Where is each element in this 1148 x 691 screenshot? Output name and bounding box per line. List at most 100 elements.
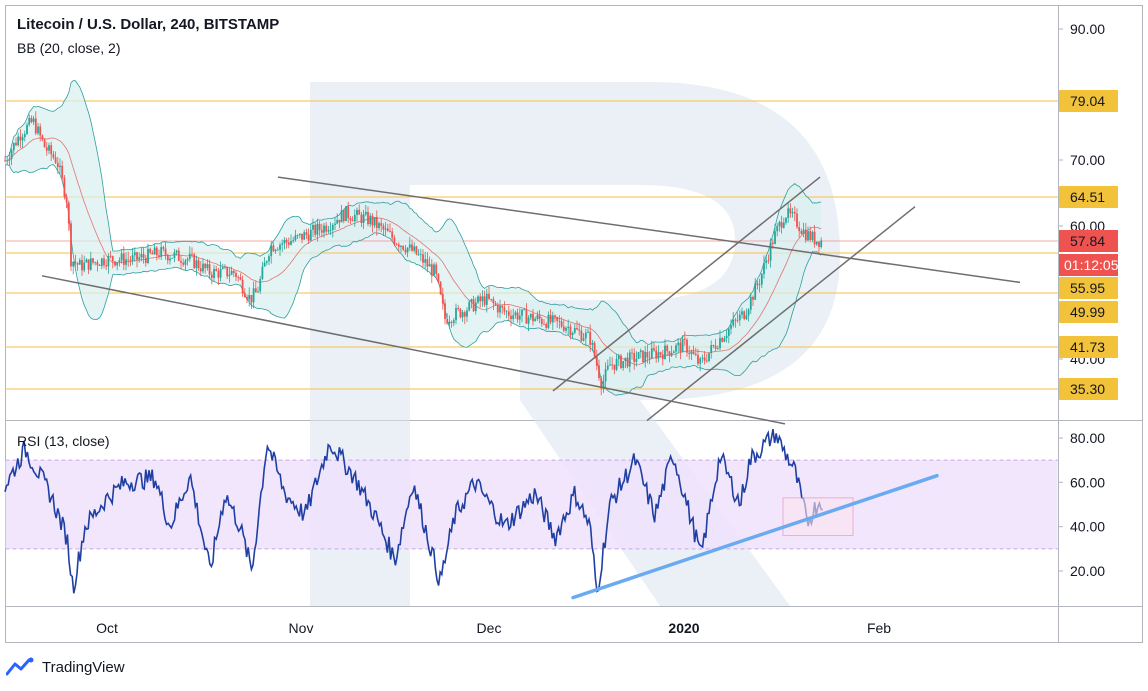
candle-body <box>362 214 365 223</box>
rsi-indicator-label[interactable]: RSI (13, close) <box>17 433 110 449</box>
candle-body <box>782 222 785 228</box>
level-label-text: 79.04 <box>1070 93 1105 109</box>
candle-body <box>642 350 644 363</box>
rsi-trendline-line <box>571 473 939 600</box>
candle-body <box>549 314 552 323</box>
candle-body <box>26 124 28 134</box>
candle-body <box>422 254 424 263</box>
candle-body <box>408 244 411 248</box>
candle-body <box>248 294 251 300</box>
candle-body <box>276 249 279 251</box>
candle-body <box>294 235 297 241</box>
candle-body <box>373 216 376 226</box>
candle-body <box>688 352 691 354</box>
current-price-label: 57.84 <box>1070 233 1105 249</box>
candle-body <box>650 348 653 359</box>
candle-body <box>336 219 339 224</box>
candle-body <box>210 274 213 278</box>
candle-body <box>767 260 770 262</box>
candle-body <box>631 352 633 354</box>
candle-body <box>384 228 387 230</box>
candle-body <box>620 355 622 368</box>
candle-body <box>19 136 22 141</box>
candle-body <box>598 365 600 379</box>
candle-body <box>296 235 299 236</box>
candle-body <box>61 165 64 178</box>
candle-body <box>70 223 72 267</box>
countdown-label: 01:12:05 <box>1064 257 1119 273</box>
candle-body <box>807 231 809 241</box>
bb-indicator-label[interactable]: BB (20, close, 2) <box>17 40 121 56</box>
candle-body <box>470 299 473 302</box>
candle-body <box>648 357 651 359</box>
candle-body <box>279 244 281 250</box>
candle-body <box>785 217 787 223</box>
candle-body <box>485 293 488 305</box>
candle-body <box>745 315 748 319</box>
candle-body <box>309 229 312 241</box>
countdown-label-bg <box>1059 254 1118 276</box>
candle-body <box>771 242 774 244</box>
candle-body <box>710 345 713 354</box>
candle-body <box>815 241 818 245</box>
candle-body <box>312 224 314 230</box>
candle-body <box>547 314 550 328</box>
candle-body <box>206 264 209 269</box>
current-price-label-bg <box>1059 230 1118 252</box>
candle-body <box>406 247 409 253</box>
candle-body <box>569 326 572 336</box>
candle-body <box>351 220 354 222</box>
time-tick-label: Oct <box>96 620 118 636</box>
chart-frame <box>5 5 1143 643</box>
descending-channel-lower <box>41 275 786 425</box>
candle-body <box>347 206 350 219</box>
candle-body <box>690 351 693 354</box>
candle-body <box>518 315 521 320</box>
candle-body <box>507 311 510 316</box>
candle-body <box>446 318 449 324</box>
candle-body <box>424 259 427 263</box>
chart-title[interactable]: Litecoin / U.S. Dollar, 240, BITSTAMP <box>17 16 280 33</box>
candle-body <box>730 325 732 329</box>
candle-body <box>683 338 686 340</box>
candle-body <box>459 308 462 318</box>
candle-body <box>769 242 772 261</box>
candle-body <box>274 249 277 252</box>
level-label-text: 49.99 <box>1070 304 1105 320</box>
candle-body <box>345 206 347 222</box>
tradingview-logo[interactable]: TradingView <box>6 657 125 677</box>
candle-body <box>107 255 110 267</box>
candle-body <box>320 230 323 233</box>
time-axis[interactable]: Oct Nov Dec 2020 Feb <box>96 620 891 636</box>
time-tick-label: Feb <box>867 620 891 636</box>
candle-body <box>239 277 242 280</box>
candle-body <box>712 345 715 346</box>
candle-body <box>237 277 240 278</box>
rsi-axis[interactable]: 80.00 60.00 40.00 20.00 <box>1058 430 1105 579</box>
candle-body <box>681 338 684 353</box>
candle-body <box>153 247 156 255</box>
candle-body <box>461 312 464 318</box>
candle-body <box>232 270 235 274</box>
candle-body <box>268 256 270 262</box>
candle-body <box>811 231 814 240</box>
candle-body <box>600 378 603 389</box>
candle-body <box>532 313 534 322</box>
candle-body <box>571 332 574 336</box>
candle-body <box>457 307 460 309</box>
candle-body <box>686 339 688 353</box>
candle-body <box>140 254 143 258</box>
candle-body <box>527 317 530 324</box>
candle-body <box>716 348 719 349</box>
ascending-channel-lower <box>646 206 916 422</box>
candle-body <box>400 245 402 247</box>
candle-body <box>556 316 559 321</box>
candle-body <box>78 260 81 265</box>
candle-body <box>34 118 37 134</box>
candle-body <box>235 273 237 278</box>
candle-body <box>105 265 108 267</box>
candle-body <box>6 160 9 162</box>
candle-body <box>657 352 660 359</box>
candle-body <box>545 324 548 328</box>
candle-body <box>723 338 726 342</box>
